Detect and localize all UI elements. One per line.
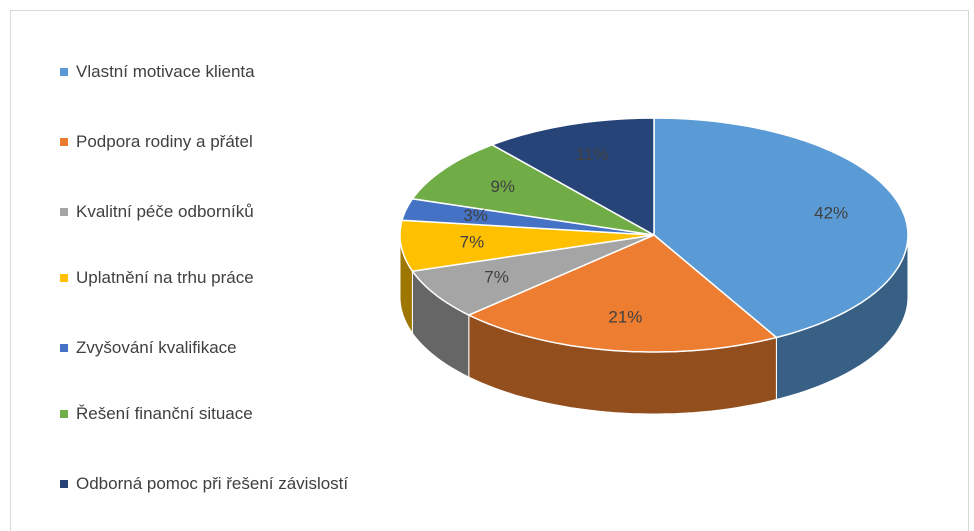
data-label: 9%: [490, 177, 515, 196]
legend-label: Vlastní motivace klienta: [76, 62, 255, 81]
legend-item: Uplatnění na trhu práce: [60, 266, 350, 290]
slice: [653, 117, 909, 339]
legend-item: Zvyšování kvalifikace: [60, 336, 350, 360]
legend-label: Odborná pomoc při řešení závislostí: [76, 474, 349, 493]
legend-label: Řešení finanční situace: [76, 404, 253, 423]
legend-label: Kvalitní péče odborníků: [76, 202, 254, 221]
chart-border: [10, 10, 969, 531]
slice: [490, 117, 655, 237]
legend-swatch: [60, 138, 68, 146]
legend-item: Podpora rodiny a přátel: [60, 130, 350, 154]
slice: [399, 219, 655, 273]
data-label: 21%: [608, 308, 642, 327]
legend-label: Zvyšování kvalifikace: [76, 338, 237, 357]
data-label: 42%: [814, 204, 848, 223]
slice: [411, 143, 655, 236]
legend-swatch: [60, 68, 68, 76]
legend-swatch: [60, 480, 68, 488]
legend-item: Řešení finanční situace: [60, 402, 350, 426]
legend-item: Vlastní motivace klienta: [60, 60, 350, 84]
legend-swatch: [60, 274, 68, 282]
data-label: 7%: [484, 267, 509, 286]
data-label: 7%: [460, 232, 485, 251]
data-label: 3%: [463, 206, 488, 225]
legend-label: Uplatnění na trhu práce: [76, 268, 254, 287]
slice: [466, 234, 779, 353]
legend-item: Kvalitní péče odborníků: [60, 200, 350, 224]
legend-label: Podpora rodiny a přátel: [76, 132, 253, 151]
legend-swatch: [60, 208, 68, 216]
slice: [411, 234, 655, 316]
legend-swatch: [60, 344, 68, 352]
legend-item: Odborná pomoc při řešení závislostí: [60, 472, 350, 496]
legend-swatch: [60, 410, 68, 418]
data-label: 11%: [576, 145, 609, 164]
